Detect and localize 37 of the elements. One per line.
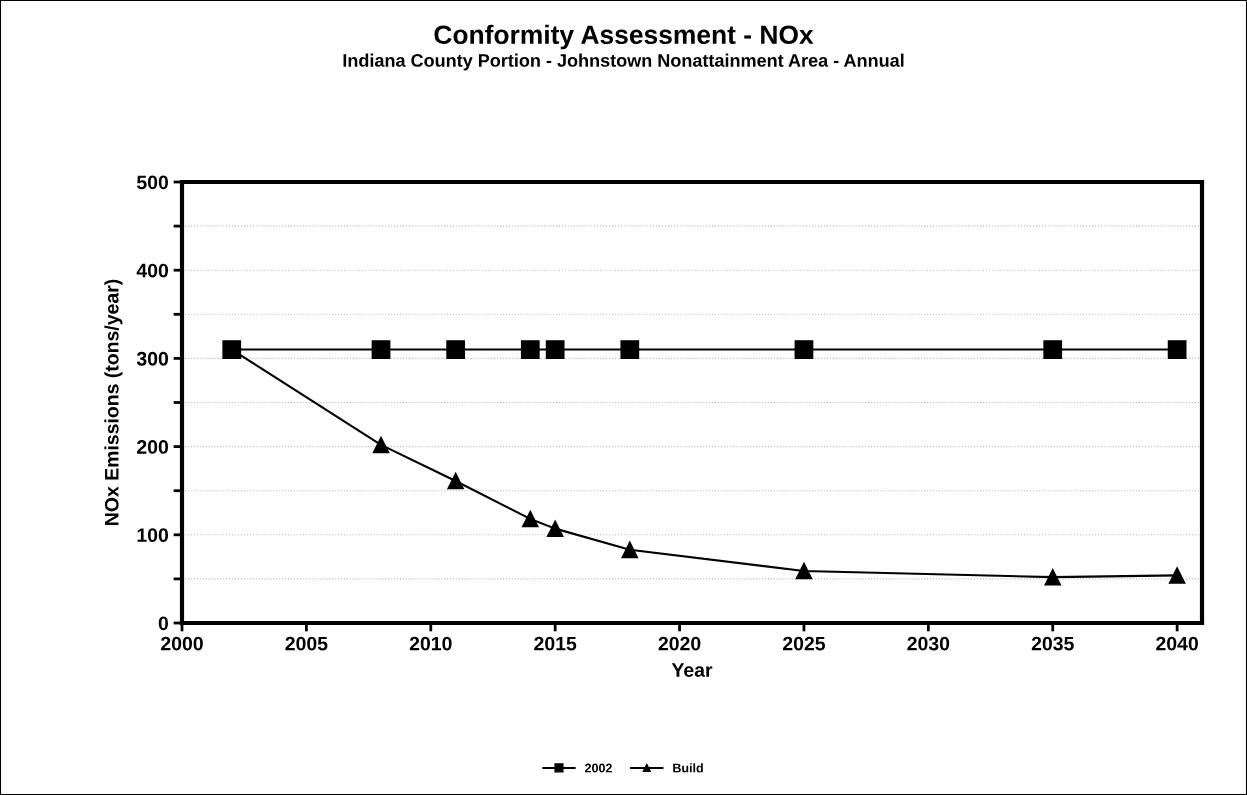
- x-tick-label: 2035: [1031, 636, 1074, 651]
- point: [446, 340, 466, 359]
- x-tick-label: 2015: [534, 636, 577, 651]
- x-tick-label: 2025: [783, 636, 826, 651]
- point: [621, 541, 639, 559]
- chart-title: Conformity Assessment - NOx: [434, 24, 814, 50]
- y-tick-label: 200: [137, 440, 169, 454]
- y-tick-label: 500: [136, 175, 169, 190]
- point: [795, 562, 813, 580]
- point: [1043, 340, 1063, 359]
- x-tick-label: 2040: [1156, 636, 1198, 651]
- x-tick-label: 2005: [285, 636, 328, 651]
- x-tick-label: 2030: [907, 636, 950, 651]
- x-tick-label: 2020: [658, 636, 701, 651]
- x-tick-label: 2010: [409, 636, 452, 651]
- legend-label: Build: [673, 763, 703, 773]
- point: [447, 472, 464, 490]
- point: [521, 510, 539, 528]
- point: [372, 436, 390, 454]
- point: [520, 340, 540, 359]
- point: [1044, 568, 1062, 586]
- y-tick-label: 300: [136, 351, 169, 366]
- chart-subtitle: Indiana County Portion - Johnstown Nonattainment Area - Annual: [343, 53, 904, 71]
- point: [1168, 567, 1186, 584]
- y-tick-label: 100: [137, 528, 169, 543]
- x-tick-label: 2000: [161, 636, 203, 651]
- x-axis-title: Year: [671, 663, 713, 677]
- point: [371, 340, 391, 359]
- y-tick-label: 0: [158, 616, 169, 631]
- point: [546, 520, 564, 537]
- point: [1167, 340, 1187, 359]
- legend-label: 2002: [585, 763, 612, 773]
- point: [620, 340, 640, 359]
- y-tick-label: 400: [136, 263, 169, 278]
- point: [794, 340, 814, 359]
- y-axis-title: NOx Emissions (tons/year): [104, 279, 123, 525]
- point: [545, 340, 565, 359]
